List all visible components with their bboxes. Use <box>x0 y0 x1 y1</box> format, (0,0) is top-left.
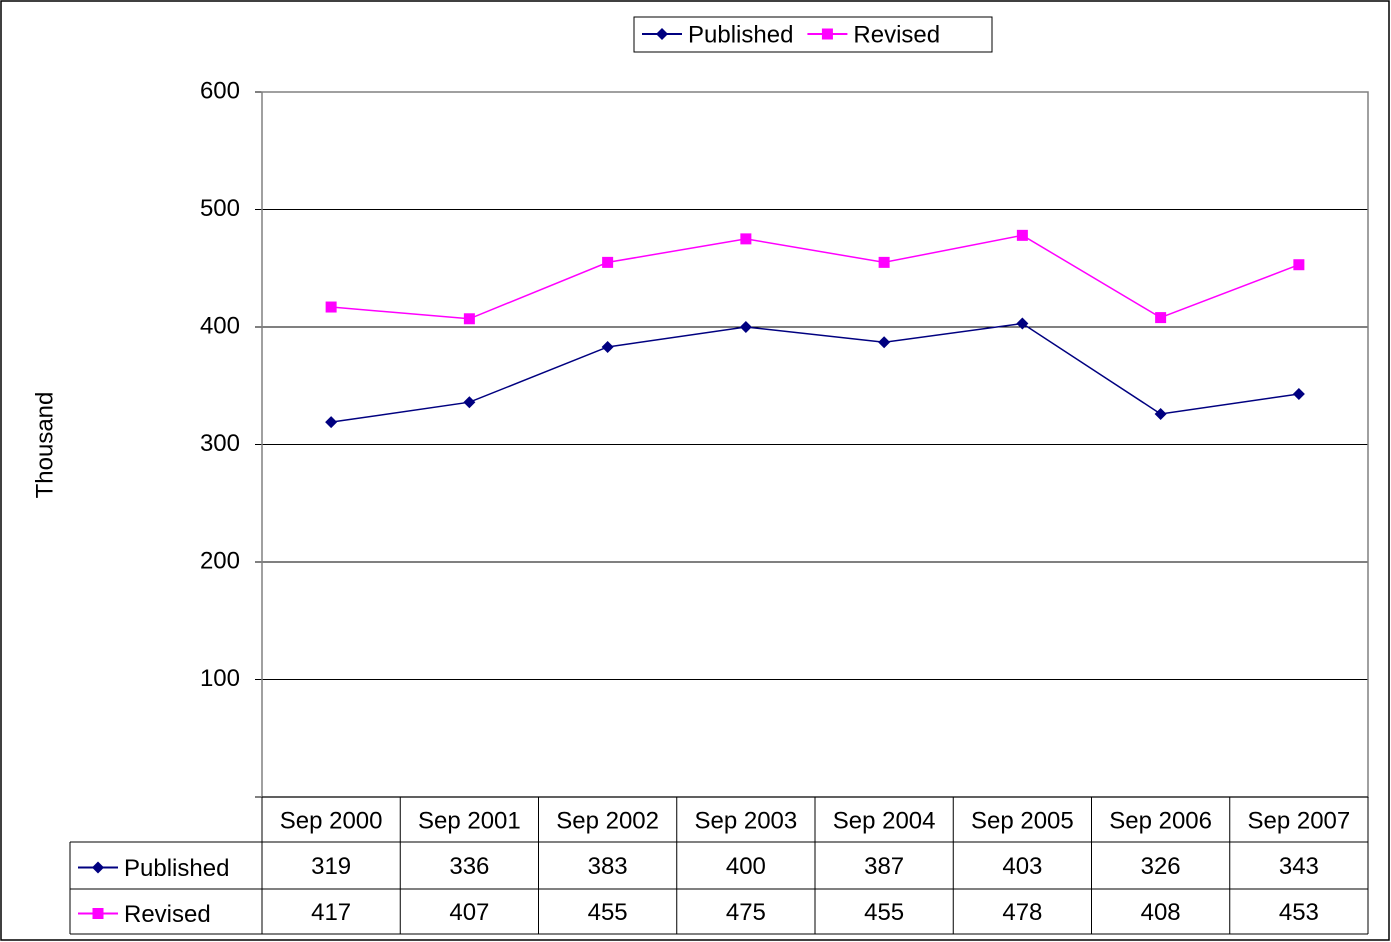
table-value: 478 <box>1002 899 1042 926</box>
table-value: 383 <box>588 853 628 880</box>
table-value: 326 <box>1141 853 1181 880</box>
y-tick-label: 100 <box>200 665 240 692</box>
point <box>878 256 890 268</box>
table-series-name: Revised <box>124 901 211 928</box>
table-value: 455 <box>588 899 628 926</box>
x-tick-label: Sep 2005 <box>971 807 1074 834</box>
point <box>1155 312 1167 324</box>
table-value: 417 <box>311 899 351 926</box>
y-tick-label: 200 <box>200 547 240 574</box>
table-value: 319 <box>311 853 351 880</box>
legend-key-marker <box>821 28 833 40</box>
table-value: 403 <box>1002 853 1042 880</box>
x-tick-label: Sep 2006 <box>1109 807 1212 834</box>
table-value: 400 <box>726 853 766 880</box>
point <box>740 233 752 245</box>
x-tick-label: Sep 2002 <box>556 807 659 834</box>
point <box>463 313 475 325</box>
series-line <box>331 322 1299 423</box>
legend-label: Published <box>688 21 793 48</box>
table-key-marker <box>92 861 104 874</box>
table-value: 336 <box>449 853 489 880</box>
table-value: 455 <box>864 899 904 926</box>
series-line <box>331 234 1300 320</box>
y-tick-label: 300 <box>200 430 240 457</box>
y-tick-label: 400 <box>200 312 240 339</box>
point <box>1016 229 1028 241</box>
point <box>325 301 337 313</box>
legend-key-marker <box>656 28 668 40</box>
table-value: 408 <box>1141 899 1181 926</box>
point <box>602 256 614 268</box>
y-axis-label: Thousand <box>31 392 58 499</box>
x-tick-label: Sep 2000 <box>280 807 383 834</box>
point <box>1293 259 1305 271</box>
y-tick-label: 500 <box>200 195 240 222</box>
table-value: 475 <box>726 899 766 926</box>
x-tick-label: Sep 2003 <box>694 807 797 834</box>
point <box>1292 387 1305 400</box>
x-tick-label: Sep 2004 <box>833 807 936 834</box>
table-value: 407 <box>449 899 489 926</box>
table-value: 343 <box>1279 853 1319 880</box>
point <box>463 396 476 409</box>
table-series-name: Published <box>124 855 229 882</box>
point <box>878 336 891 349</box>
point <box>739 321 752 333</box>
legend-label: Revised <box>853 21 940 48</box>
x-tick-label: Sep 2001 <box>418 807 521 834</box>
point <box>1016 317 1029 330</box>
point <box>601 340 614 353</box>
table-key-marker <box>92 908 104 919</box>
y-tick-label: 600 <box>200 77 240 104</box>
point <box>325 416 338 429</box>
x-tick-label: Sep 2007 <box>1247 807 1350 834</box>
legend-box <box>633 16 993 53</box>
table-value: 387 <box>864 853 904 880</box>
point <box>1154 407 1167 420</box>
table-value: 453 <box>1279 899 1319 926</box>
